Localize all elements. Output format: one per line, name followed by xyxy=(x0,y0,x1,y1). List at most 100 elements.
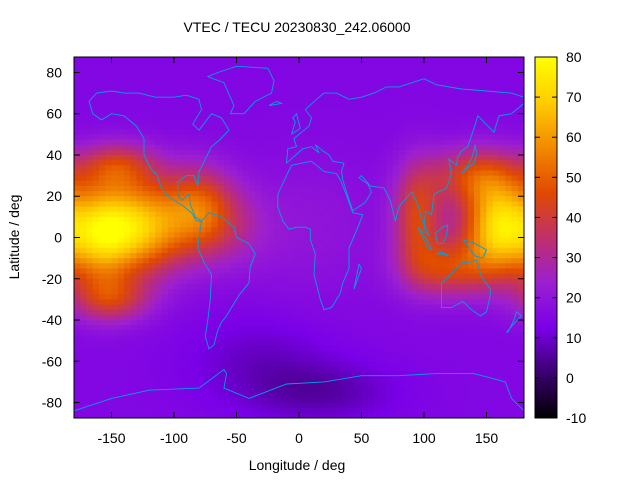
heatmap-cell xyxy=(261,345,269,352)
heatmap-cell xyxy=(430,154,438,161)
heatmap-cell xyxy=(386,87,394,94)
heatmap-cell xyxy=(161,283,169,290)
heatmap-cell xyxy=(199,98,206,105)
heatmap-cell xyxy=(117,412,125,418)
heatmap-cell xyxy=(292,387,300,393)
heatmap-cell xyxy=(517,185,524,192)
heatmap-cell xyxy=(217,407,225,414)
heatmap-cell xyxy=(249,412,256,418)
heatmap-cell xyxy=(286,356,294,362)
heatmap-cell xyxy=(355,93,363,99)
heatmap-cell xyxy=(261,366,269,373)
heatmap-cell xyxy=(399,211,406,218)
heatmap-cell xyxy=(211,232,219,239)
heatmap-cell xyxy=(442,211,450,218)
heatmap-cell xyxy=(474,216,481,223)
heatmap-cell xyxy=(167,330,175,337)
heatmap-cell xyxy=(199,113,206,120)
heatmap-cell xyxy=(255,242,263,249)
heatmap-cell xyxy=(424,93,431,99)
heatmap-cell xyxy=(286,283,294,290)
heatmap-cell xyxy=(499,268,506,275)
heatmap-cell xyxy=(261,129,269,135)
heatmap-cell xyxy=(505,165,513,172)
heatmap-cell xyxy=(99,108,106,115)
heatmap-cell xyxy=(505,397,513,404)
heatmap-cell xyxy=(236,356,244,362)
heatmap-cell xyxy=(199,320,206,326)
heatmap-cell xyxy=(149,62,156,68)
heatmap-cell xyxy=(130,154,138,161)
heatmap-cell xyxy=(380,191,388,197)
heatmap-cell xyxy=(386,206,394,213)
heatmap-cell xyxy=(236,397,244,404)
heatmap-cell xyxy=(480,325,488,331)
heatmap-cell xyxy=(349,376,356,383)
heatmap-cell xyxy=(99,361,106,368)
heatmap-cell xyxy=(411,356,419,362)
heatmap-cell xyxy=(311,366,319,373)
heatmap-cell xyxy=(424,387,431,393)
heatmap-cell xyxy=(230,309,238,316)
heatmap-cell xyxy=(486,227,494,233)
heatmap-cell xyxy=(86,87,94,94)
heatmap-cell xyxy=(205,237,213,244)
heatmap-cell xyxy=(311,170,319,177)
heatmap-cell xyxy=(374,201,381,208)
heatmap-cell xyxy=(255,237,263,244)
heatmap-cell xyxy=(405,304,413,311)
heatmap-cell xyxy=(167,335,175,342)
heatmap-cell xyxy=(430,67,438,74)
heatmap-cell xyxy=(392,118,400,125)
heatmap-cell xyxy=(317,165,325,172)
heatmap-cell xyxy=(424,216,431,223)
heatmap-cell xyxy=(392,320,400,326)
heatmap-cell xyxy=(124,247,131,254)
heatmap-cell xyxy=(161,299,169,306)
heatmap-cell xyxy=(211,113,219,120)
heatmap-cell xyxy=(417,124,425,130)
heatmap-cell xyxy=(136,294,144,300)
heatmap-cell xyxy=(180,350,188,357)
heatmap-cell xyxy=(311,165,319,172)
heatmap-cell xyxy=(142,149,150,156)
heatmap-cell xyxy=(149,67,156,74)
heatmap-cell xyxy=(292,87,300,94)
heatmap-cell xyxy=(499,376,506,383)
heatmap-cell xyxy=(467,93,475,99)
heatmap-cell xyxy=(361,103,369,110)
heatmap-cell xyxy=(199,397,206,404)
heatmap-cell xyxy=(505,412,513,418)
heatmap-cell xyxy=(467,144,475,151)
heatmap-cell xyxy=(217,350,225,357)
heatmap-cell xyxy=(211,149,219,156)
heatmap-cell xyxy=(486,371,494,378)
heatmap-cell xyxy=(236,160,244,166)
heatmap-cell xyxy=(317,402,325,409)
heatmap-cell xyxy=(461,381,469,388)
heatmap-cell xyxy=(361,320,369,326)
heatmap-cell xyxy=(324,283,331,290)
heatmap-cell xyxy=(167,294,175,300)
heatmap-cell xyxy=(436,325,444,331)
heatmap-cell xyxy=(242,170,250,177)
heatmap-cell xyxy=(405,320,413,326)
heatmap-cell xyxy=(236,304,244,311)
heatmap-cell xyxy=(92,196,100,202)
heatmap-cell xyxy=(467,304,475,311)
heatmap-cell xyxy=(424,278,431,285)
heatmap-cell xyxy=(217,335,225,342)
heatmap-cell xyxy=(255,361,263,368)
heatmap-cell xyxy=(280,237,288,244)
heatmap-cell xyxy=(417,376,425,383)
heatmap-cell xyxy=(280,402,288,409)
heatmap-cell xyxy=(430,407,438,414)
heatmap-cell xyxy=(242,139,250,146)
heatmap-cell xyxy=(161,242,169,249)
heatmap-cell xyxy=(330,387,338,393)
heatmap-cell xyxy=(136,93,144,99)
heatmap-cell xyxy=(405,232,413,239)
heatmap-cell xyxy=(161,376,169,383)
heatmap-cell xyxy=(480,175,488,182)
heatmap-cell xyxy=(167,175,175,182)
